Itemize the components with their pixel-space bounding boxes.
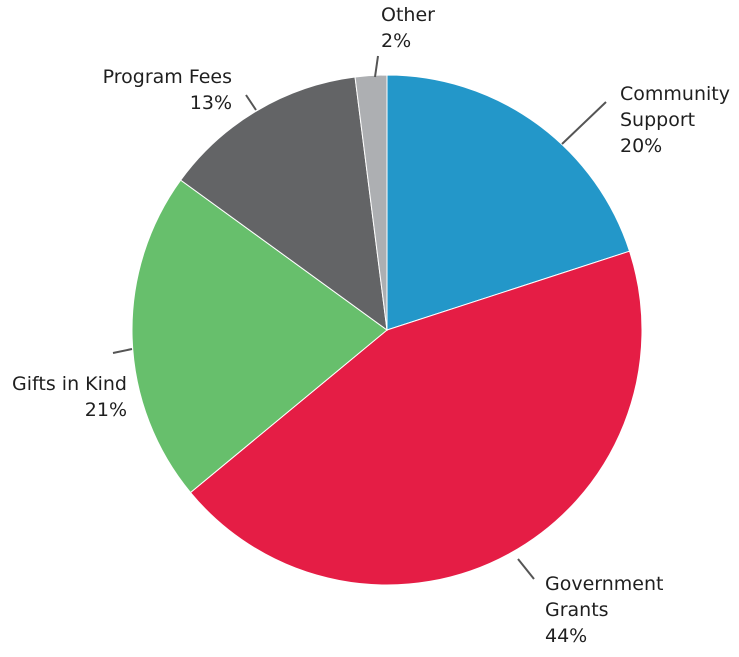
slice-value-label: 21% bbox=[85, 399, 127, 421]
slice-value-label: 44% bbox=[545, 625, 587, 647]
pie-slice-program-fees bbox=[180, 76, 388, 332]
pie-slice-community-support bbox=[386, 74, 631, 331]
leader-line bbox=[245, 94, 257, 111]
leader-lines bbox=[112, 55, 607, 580]
slice-category-label: Community bbox=[620, 83, 730, 105]
slice-category-label: Gifts in Kind bbox=[12, 373, 127, 395]
slice-category-label: Government bbox=[545, 573, 664, 595]
leader-line bbox=[561, 101, 607, 145]
slice-value-label: 2% bbox=[381, 30, 411, 52]
slice-labels: Community Support 20% Government Grants 44% Gi… bbox=[12, 4, 730, 647]
pie-slice-other bbox=[354, 74, 388, 331]
leader-line bbox=[112, 348, 133, 354]
slice-category-label: Support bbox=[620, 109, 695, 131]
slice-category-label: Grants bbox=[545, 599, 609, 621]
leader-line bbox=[374, 55, 379, 78]
slice-value-label: 13% bbox=[190, 92, 232, 114]
slice-category-label: Other bbox=[381, 4, 435, 26]
pie-slice-government-grants bbox=[189, 250, 643, 586]
pie-slice-gifts-in-kind bbox=[131, 179, 388, 494]
pie-slices bbox=[131, 74, 643, 586]
slice-category-label: Program Fees bbox=[103, 66, 232, 88]
leader-line bbox=[517, 558, 535, 580]
slice-value-label: 20% bbox=[620, 135, 662, 157]
